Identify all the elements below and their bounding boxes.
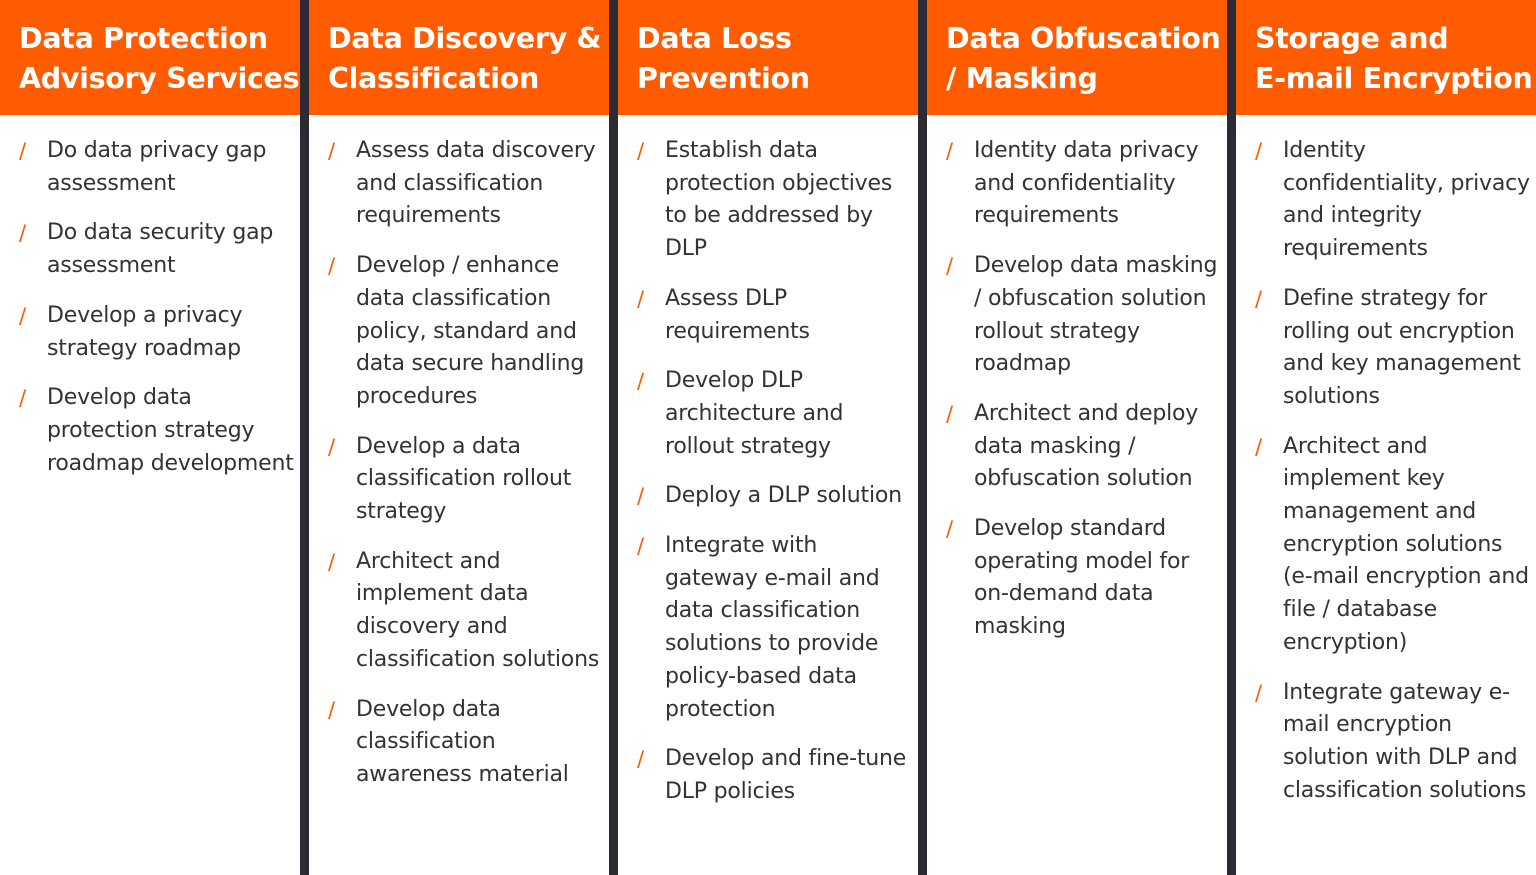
column-title-line: / Masking	[946, 62, 1098, 95]
list-item: / Identity data privacy and confidentiali…	[927, 135, 1227, 233]
service-list: / Identity confidentiality, privacy and i…	[1236, 115, 1536, 807]
slash-bullet-icon: /	[19, 386, 26, 411]
column-title-line: Storage and	[1255, 22, 1449, 55]
column-divider	[300, 0, 309, 875]
list-item-text: Identity confidentiality, privacy and in…	[1283, 138, 1530, 262]
slash-bullet-icon: /	[19, 221, 26, 246]
list-item-text: Develop a data classification rollout st…	[356, 433, 572, 525]
service-list: / Assess data discovery and classificatio…	[309, 115, 609, 792]
column-title-line: Advisory Services	[19, 62, 300, 95]
list-item-text: Architect and implement key management a…	[1283, 433, 1529, 655]
list-item: / Develop data protection strategy roadma…	[0, 382, 300, 480]
slash-bullet-icon: /	[637, 369, 644, 394]
column-title-line: Data Loss	[637, 22, 792, 55]
slash-bullet-icon: /	[637, 747, 644, 772]
list-item: / Develop DLP architecture and rollout st…	[618, 365, 918, 463]
column-title-line: Data Discovery &	[328, 22, 602, 55]
list-item: / Develop data masking / obfuscation solu…	[927, 250, 1227, 381]
list-item-text: Deploy a DLP solution	[665, 483, 902, 509]
column-divider	[609, 0, 618, 875]
slash-bullet-icon: /	[1255, 434, 1262, 459]
service-list: / Identity data privacy and confidentiali…	[927, 115, 1227, 644]
list-item-text: Develop data classification awareness ma…	[356, 696, 569, 787]
slash-bullet-icon: /	[946, 254, 953, 279]
list-item-text: Establish data protection objectives to …	[665, 138, 893, 262]
list-item: / Do data security gap assessment	[0, 217, 300, 282]
list-item-text: Do data security gap assessment	[47, 220, 274, 279]
column-header: Data Protection Advisory Services	[0, 0, 300, 115]
list-item-text: Integrate gateway e-mail encryption solu…	[1283, 679, 1527, 803]
list-item: / Develop and fine-tune DLP policies	[618, 743, 918, 808]
list-item: / Integrate with gateway e-mail and data …	[618, 530, 918, 726]
column-header: Data Loss Prevention	[618, 0, 918, 115]
slash-bullet-icon: /	[637, 484, 644, 509]
list-item: / Assess data discovery and classificatio…	[309, 135, 609, 233]
slash-bullet-icon: /	[328, 549, 335, 574]
list-item: / Establish data protection objectives to…	[618, 135, 918, 266]
column-title-line: Classification	[328, 62, 539, 95]
list-item: / Do data privacy gap assessment	[0, 135, 300, 200]
column-header: Data Discovery & Classification	[309, 0, 609, 115]
list-item: / Define strategy for rolling out encrypt…	[1236, 283, 1536, 414]
slash-bullet-icon: /	[1255, 139, 1262, 163]
column-divider	[1227, 0, 1236, 875]
service-column: Data Loss Prevention / Establish data prote…	[618, 0, 918, 875]
list-item-text: Define strategy for rolling out encrypti…	[1283, 285, 1521, 409]
list-item-text: Develop a privacy strategy roadmap	[47, 302, 243, 361]
list-item: / Develop standard operating model for on…	[927, 513, 1227, 644]
slash-bullet-icon: /	[19, 139, 26, 163]
list-item: / Develop a privacy strategy roadmap	[0, 300, 300, 365]
service-column: Data Discovery & Classification / Assess da…	[309, 0, 609, 875]
slash-bullet-icon: /	[1255, 680, 1262, 705]
column-title-line: Prevention	[637, 62, 810, 95]
list-item-text: Assess data discovery and classification…	[356, 138, 596, 229]
list-item: / Develop / enhance data classification p…	[309, 250, 609, 414]
slash-bullet-icon: /	[328, 434, 335, 459]
list-item: / Develop data classification awareness m…	[309, 694, 609, 792]
list-item: / Architect and implement data discovery …	[309, 546, 609, 677]
slash-bullet-icon: /	[637, 286, 644, 311]
service-column: Storage and E-mail Encryption / Identity co…	[1236, 0, 1536, 875]
list-item-text: Develop data protection strategy roadmap…	[47, 385, 294, 476]
column-title-line: Data Obfuscation	[946, 22, 1221, 55]
list-item-text: Integrate with gateway e-mail and data c…	[665, 533, 880, 722]
service-column: Data Obfuscation / Masking / Identity data …	[927, 0, 1227, 875]
slash-bullet-icon: /	[1255, 286, 1262, 311]
list-item: / Deploy a DLP solution	[618, 480, 918, 513]
list-item-text: Assess DLP requirements	[665, 285, 810, 344]
list-item-text: Identity data privacy and confidentialit…	[974, 138, 1199, 229]
slash-bullet-icon: /	[637, 139, 644, 163]
slash-bullet-icon: /	[19, 303, 26, 328]
list-item-text: Develop / enhance data classification po…	[356, 253, 585, 409]
slash-bullet-icon: /	[328, 254, 335, 279]
column-divider	[918, 0, 927, 875]
list-item-text: Architect and deploy data masking / obfu…	[974, 400, 1199, 492]
list-item-text: Develop and fine-tune DLP policies	[665, 746, 907, 804]
list-item: / Identity confidentiality, privacy and i…	[1236, 135, 1536, 266]
service-list: / Do data privacy gap assessment / Do data …	[0, 115, 300, 480]
list-item: / Architect and implement key management …	[1236, 431, 1536, 660]
list-item: / Assess DLP requirements	[618, 283, 918, 348]
list-item-text: Architect and implement data discovery a…	[356, 548, 600, 672]
list-item-text: Develop data masking / obfuscation solut…	[974, 253, 1218, 377]
list-item-text: Develop DLP architecture and rollout str…	[665, 368, 844, 459]
column-header: Storage and E-mail Encryption	[1236, 0, 1536, 115]
list-item: / Architect and deploy data masking / obf…	[927, 398, 1227, 496]
slash-bullet-icon: /	[946, 401, 953, 426]
service-list: / Establish data protection objectives to…	[618, 115, 918, 809]
slash-bullet-icon: /	[328, 139, 335, 163]
slash-bullet-icon: /	[946, 517, 953, 542]
list-item: / Integrate gateway e-mail encryption sol…	[1236, 677, 1536, 808]
list-item-text: Do data privacy gap assessment	[47, 138, 267, 196]
list-item: / Develop a data classification rollout s…	[309, 431, 609, 529]
service-column: Data Protection Advisory Services / Do data…	[0, 0, 300, 875]
column-title-line: Data Protection	[19, 22, 268, 55]
slash-bullet-icon: /	[637, 534, 644, 559]
column-title-line: E-mail Encryption	[1255, 62, 1533, 95]
column-header: Data Obfuscation / Masking	[927, 0, 1227, 115]
slash-bullet-icon: /	[946, 139, 953, 163]
slash-bullet-icon: /	[328, 697, 335, 722]
list-item-text: Develop standard operating model for on-…	[974, 516, 1190, 640]
